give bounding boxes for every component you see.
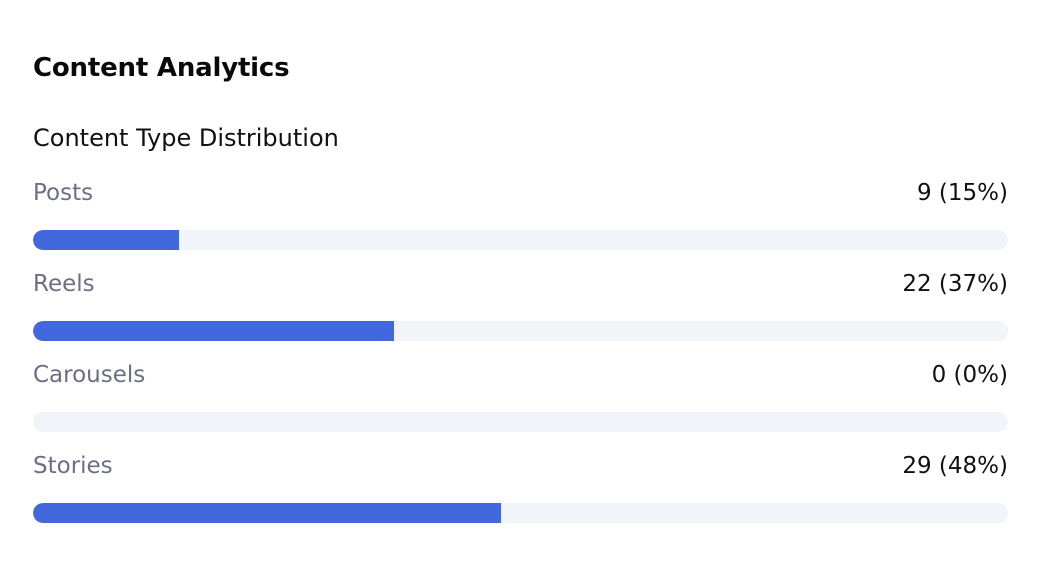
- progress-fill: [33, 503, 501, 523]
- distribution-row-carousels: Carousels 0 (0%): [33, 358, 1008, 449]
- distribution-row-stories: Stories 29 (48%): [33, 449, 1008, 540]
- row-value: 22 (37%): [902, 271, 1008, 297]
- row-label: Posts: [33, 180, 94, 206]
- card-title: Content Analytics: [33, 53, 290, 83]
- progress-track: [33, 412, 1008, 432]
- progress-fill: [33, 321, 394, 341]
- distribution-list: Posts 9 (15%) Reels 22 (37%) Carousels 0…: [33, 176, 1008, 540]
- row-label: Carousels: [33, 362, 146, 388]
- row-label: Reels: [33, 271, 95, 297]
- distribution-row-posts: Posts 9 (15%): [33, 176, 1008, 267]
- distribution-row-reels: Reels 22 (37%): [33, 267, 1008, 358]
- progress-track: [33, 503, 1008, 523]
- row-label: Stories: [33, 453, 113, 479]
- progress-track: [33, 230, 1008, 250]
- row-value: 9 (15%): [916, 180, 1008, 206]
- progress-track: [33, 321, 1008, 341]
- progress-fill: [33, 230, 180, 250]
- row-value: 29 (48%): [902, 453, 1008, 479]
- section-title: Content Type Distribution: [33, 124, 339, 152]
- row-value: 0 (0%): [931, 362, 1008, 388]
